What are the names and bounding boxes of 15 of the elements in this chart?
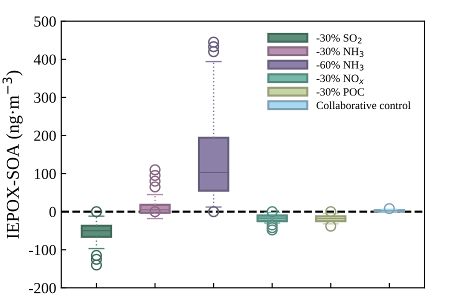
legend-label: -30% POC [316, 88, 364, 96]
legend-label: -30% NH$_{3}$ [316, 48, 364, 58]
y-tick-label: 500 [34, 16, 56, 27]
y-tick-label: -100 [28, 244, 56, 256]
y-tick-label: 200 [34, 130, 56, 141]
y-tick-label: -200 [28, 282, 56, 294]
legend-label: -30% SO$_{2}$ [316, 34, 362, 44]
legend-label: -30% NO$_{x}$ [316, 74, 364, 84]
y-tick-label: 100 [34, 168, 56, 180]
legend-label: Collaborative control [316, 101, 411, 110]
y-tick-label: 400 [34, 54, 56, 65]
y-tick-label: 0 [49, 206, 56, 218]
legend-label: -60% NH$_{3}$ [316, 61, 364, 70]
y-tick-label: 300 [34, 92, 56, 103]
y-axis-title: IEPOX-SOA (ng·m$^{−3}$) [2, 70, 23, 239]
